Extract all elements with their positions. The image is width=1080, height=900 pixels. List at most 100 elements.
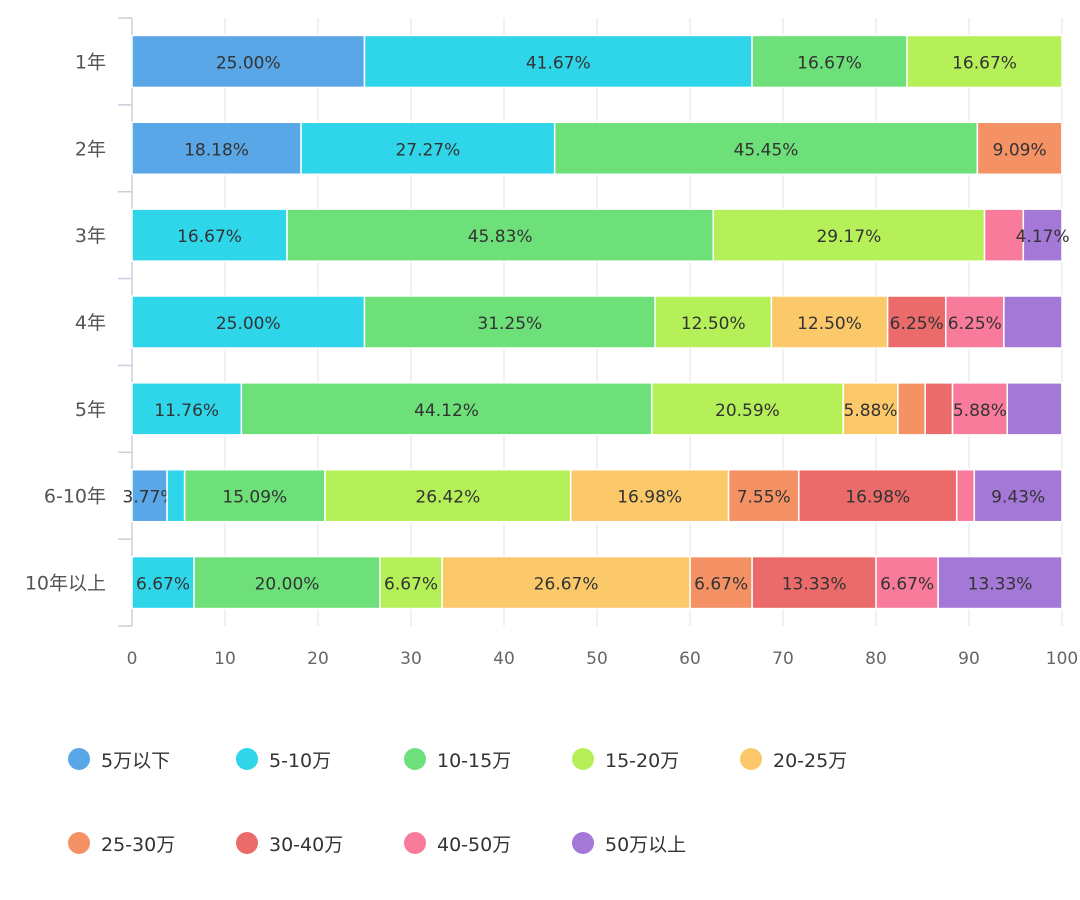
data-label: 6.67% xyxy=(880,575,934,595)
x-tick-label: 100 xyxy=(1046,649,1078,669)
bar-segment xyxy=(131,295,366,349)
data-label: 26.42% xyxy=(415,488,480,508)
data-label: 25.00% xyxy=(216,314,281,334)
data-label: 20.00% xyxy=(255,575,320,595)
legend-swatch xyxy=(572,832,594,854)
bar-segment xyxy=(1003,295,1063,349)
x-tick-label: 40 xyxy=(493,649,515,669)
bar-segment xyxy=(553,121,979,176)
legend-label: 15-20万 xyxy=(605,749,680,772)
legend-item[interactable]: 5-10万 xyxy=(236,742,404,776)
x-tick-label: 70 xyxy=(772,649,794,669)
data-label: 12.50% xyxy=(797,314,862,334)
data-label: 6.67% xyxy=(384,575,438,595)
y-tick-label: 3年 xyxy=(75,225,106,247)
data-label: 13.33% xyxy=(968,575,1033,595)
bar-segment xyxy=(1022,208,1063,262)
bar-row: 6.67% 20.00% 6.67% 26.67% 6.67% 13.33% 6.67% 13… xyxy=(131,555,1063,610)
bar-row: 11.76% 44.12% 20.59% 5.88% 5.88% xyxy=(131,382,1063,436)
bar-segment xyxy=(131,468,168,523)
legend-swatch xyxy=(68,832,90,854)
legend-item[interactable]: 40-50万 xyxy=(404,826,572,860)
legend-label: 40-50万 xyxy=(437,833,512,856)
data-label: 5.88% xyxy=(953,401,1007,421)
stacked-bar-chart: 0 10 20 30 40 50 60 70 80 90 100 1年 25.00% 41.67% 16.6… xyxy=(25,17,1078,669)
y-tick-label: 5年 xyxy=(75,399,106,421)
data-label: 16.98% xyxy=(617,488,682,508)
legend-item[interactable]: 50万以上 xyxy=(572,826,740,860)
bar-segment xyxy=(1006,382,1063,436)
x-tick-label: 80 xyxy=(865,649,887,669)
bar-segment xyxy=(875,555,939,610)
data-label: 15.09% xyxy=(222,488,287,508)
data-label: 7.55% xyxy=(737,488,791,508)
data-label: 25.00% xyxy=(216,53,281,73)
legend-label: 20-25万 xyxy=(773,749,848,772)
bar-segment xyxy=(441,555,691,610)
bar-segment xyxy=(712,208,986,262)
legend-item[interactable]: 15-20万 xyxy=(572,742,740,776)
legend-item[interactable]: 30-40万 xyxy=(236,826,404,860)
bar-segment xyxy=(842,382,899,436)
data-label: 29.17% xyxy=(816,227,881,247)
legend-label: 30-40万 xyxy=(269,833,344,856)
chart-legend: 5万以下 5-10万 10-15万 15-20万 20-25万 25-30万 30-40万 4… xyxy=(68,742,1068,860)
legend-swatch xyxy=(68,748,90,770)
bar-segment xyxy=(751,34,908,89)
data-label: 45.45% xyxy=(734,140,799,160)
bar-segment xyxy=(976,121,1063,176)
bar-segment xyxy=(131,121,302,176)
y-tick-label: 2年 xyxy=(75,138,106,160)
data-label: 12.50% xyxy=(681,314,746,334)
legend-label: 5-10万 xyxy=(269,749,332,772)
legend-item[interactable]: 20-25万 xyxy=(740,742,908,776)
x-tick-label: 0 xyxy=(127,649,138,669)
data-label: 6.25% xyxy=(890,314,944,334)
x-tick-label: 90 xyxy=(958,649,980,669)
legend-swatch xyxy=(236,748,258,770)
legend-label: 25-30万 xyxy=(101,833,176,856)
bar-row: 25.00% 41.67% 16.67% 16.67% xyxy=(131,34,1063,89)
data-label: 9.43% xyxy=(991,488,1045,508)
bar-row: 25.00% 31.25% 12.50% 12.50% 6.25% 6.25% xyxy=(131,295,1063,349)
bar-segment xyxy=(131,208,288,262)
bar-segment xyxy=(689,555,753,610)
bar-segment xyxy=(193,555,381,610)
bar-segment xyxy=(906,34,1063,89)
legend-item[interactable]: 25-30万 xyxy=(68,826,236,860)
bar-row: 3.77% 15.09% 26.42% 16.98% 7.55% 16.98% 9.43% xyxy=(123,468,1063,523)
bar-segment xyxy=(951,382,1008,436)
data-label: 4.17% xyxy=(1016,227,1070,247)
legend-item[interactable]: 5万以下 xyxy=(68,742,236,776)
data-label: 41.67% xyxy=(526,53,591,73)
data-label: 16.98% xyxy=(845,488,910,508)
data-label: 45.83% xyxy=(468,227,533,247)
x-tick-label: 10 xyxy=(214,649,236,669)
data-label: 18.18% xyxy=(184,140,249,160)
bar-segment xyxy=(727,468,800,523)
data-label: 44.12% xyxy=(414,401,479,421)
bar-segment xyxy=(379,555,443,610)
bar-segment xyxy=(363,295,656,349)
data-label: 13.33% xyxy=(782,575,847,595)
data-label: 20.59% xyxy=(715,401,780,421)
bar-segment xyxy=(131,382,243,436)
x-tick-label: 30 xyxy=(400,649,422,669)
bar-segment xyxy=(798,468,958,523)
bar-segment xyxy=(324,468,572,523)
bar-segment xyxy=(166,468,186,523)
legend-item[interactable]: 10-15万 xyxy=(404,742,572,776)
legend-swatch xyxy=(404,832,426,854)
y-tick-label: 4年 xyxy=(75,312,106,334)
y-tick-label: 6-10年 xyxy=(44,486,106,508)
bar-segment xyxy=(937,555,1063,610)
data-label: 6.67% xyxy=(136,575,190,595)
bar-segment xyxy=(569,468,730,523)
data-label: 16.67% xyxy=(177,227,242,247)
legend-swatch xyxy=(572,748,594,770)
legend-label: 5万以下 xyxy=(101,749,171,772)
bar-row: 16.67% 45.83% 29.17% 4.17% xyxy=(131,208,1070,262)
data-label: 16.67% xyxy=(797,53,862,73)
bar-segment xyxy=(924,382,954,436)
